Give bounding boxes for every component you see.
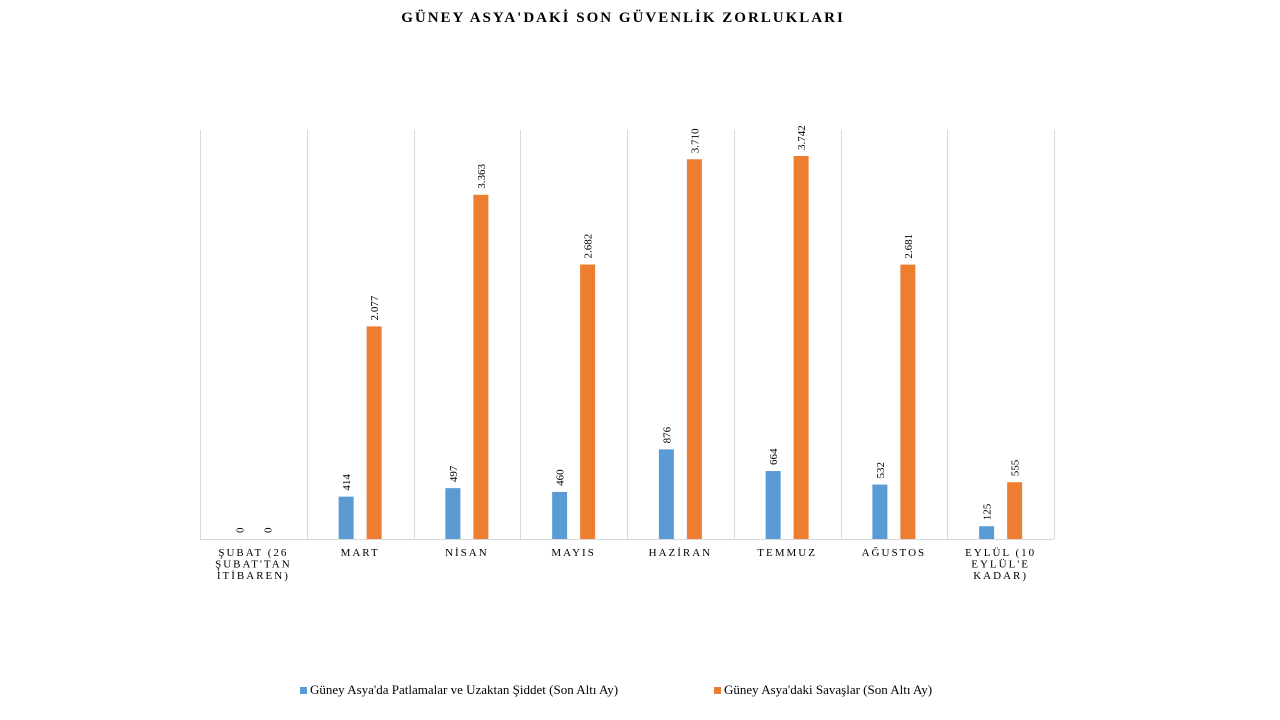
- bar-explosions: [872, 484, 888, 539]
- data-label: 497: [448, 465, 460, 482]
- chart-title: GÜNEY ASYA'DAKİ SON GÜVENLİK ZORLUKLARI: [401, 10, 845, 26]
- data-label: 460: [555, 469, 567, 486]
- bar-battles: [900, 264, 916, 539]
- data-label: 2.077: [369, 295, 381, 320]
- x-tick-label: AĞUSTOS: [862, 547, 927, 559]
- x-tick-label: İTİBAREN): [217, 570, 290, 582]
- bar-battles: [473, 194, 489, 539]
- data-label: 555: [1010, 459, 1022, 476]
- data-label: 2.682: [583, 234, 595, 259]
- x-tick-label: HAZİRAN: [649, 547, 713, 559]
- bar-battles: [1007, 482, 1023, 539]
- x-tick-label: ŞUBAT (26: [218, 547, 288, 559]
- bar-battles: [366, 326, 382, 539]
- bar-explosions: [979, 526, 995, 539]
- x-tick-label: ŞUBAT'TAN: [215, 559, 292, 571]
- legend-item-explosions: Güney Asya'da Patlamalar ve Uzaktan Şidd…: [300, 682, 618, 698]
- bar-explosions: [445, 488, 461, 539]
- data-label: 0: [234, 527, 246, 533]
- data-label: 876: [661, 426, 673, 443]
- x-tick-label: EYLÜL'E: [971, 559, 1030, 571]
- bar-explosions: [765, 471, 781, 539]
- data-label: 3.742: [796, 125, 808, 150]
- x-tick-label: MART: [341, 547, 380, 559]
- legend-label-explosions: Güney Asya'da Patlamalar ve Uzaktan Şidd…: [310, 682, 619, 697]
- bar-battles: [686, 159, 702, 539]
- data-label: 0: [262, 527, 274, 533]
- x-tick-label: KADAR): [973, 570, 1028, 582]
- legend-item-battles: Güney Asya'daki Savaşlar (Son Altı Ay): [714, 682, 932, 698]
- bar-battles: [793, 156, 809, 539]
- data-label: 3.363: [476, 164, 488, 189]
- chart-legend: Güney Asya'da Patlamalar ve Uzaktan Şidd…: [0, 682, 1280, 702]
- x-tick-label: TEMMUZ: [757, 547, 817, 559]
- data-label: 125: [982, 503, 994, 520]
- data-label: 664: [768, 448, 780, 465]
- bar-explosions: [552, 491, 568, 539]
- data-label: 532: [875, 462, 887, 479]
- bar-explosions: [658, 449, 674, 539]
- data-label: 414: [341, 474, 353, 491]
- x-tick-label: MAYIS: [551, 547, 595, 559]
- x-tick-label: NİSAN: [445, 547, 489, 559]
- data-label: 2.681: [903, 234, 915, 259]
- x-tick-label: EYLÜL (10: [965, 547, 1036, 559]
- legend-label-battles: Güney Asya'daki Savaşlar (Son Altı Ay): [724, 682, 933, 697]
- bar-explosions: [338, 496, 354, 539]
- bar-battles: [580, 264, 596, 539]
- legend-swatch-battles: [714, 686, 721, 694]
- data-label: 3.710: [689, 128, 701, 153]
- legend-swatch-explosions: [300, 686, 307, 694]
